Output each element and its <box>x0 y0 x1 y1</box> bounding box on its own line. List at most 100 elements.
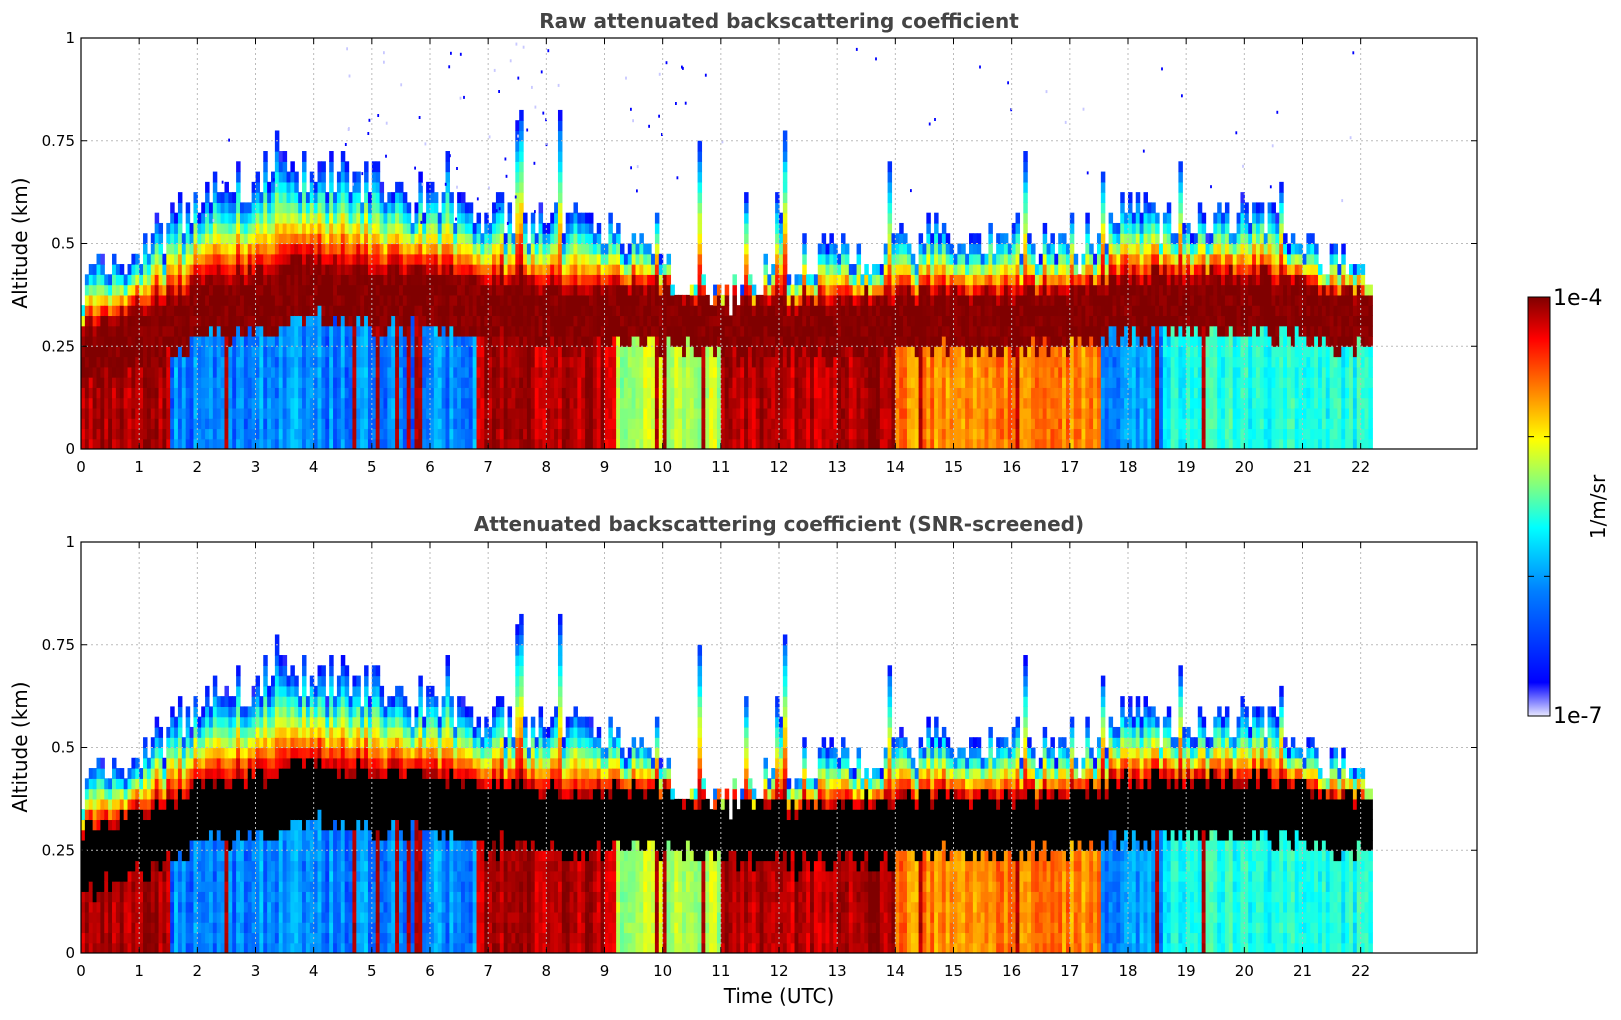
heatmap-cell <box>271 387 276 399</box>
heatmap-cell <box>767 418 772 430</box>
heatmap-cell <box>437 305 443 317</box>
heatmap-cell <box>402 377 408 388</box>
heatmap-cell <box>352 274 357 286</box>
heatmap-cell <box>651 253 656 265</box>
heatmap-cell <box>666 428 672 440</box>
heatmap-cell <box>825 284 831 296</box>
heatmap-cell <box>325 253 330 265</box>
heatmap-cell <box>255 233 260 245</box>
heatmap-cell <box>519 428 524 440</box>
heatmap-cell <box>367 253 373 265</box>
heatmap-cell <box>112 346 117 358</box>
heatmap-cell <box>220 356 226 368</box>
heatmap-cell <box>127 387 133 399</box>
heatmap-cell <box>197 335 202 347</box>
heatmap-cell <box>177 305 183 317</box>
heatmap-cell <box>786 428 792 440</box>
heatmap-cell <box>461 192 466 204</box>
heatmap-cell <box>445 222 450 234</box>
heatmap-cell <box>251 377 257 388</box>
heatmap-cell <box>185 315 191 327</box>
heatmap-cell <box>232 284 237 296</box>
heatmap-cell <box>697 181 703 193</box>
heatmap-cell <box>740 428 745 440</box>
heatmap-cell <box>247 387 253 399</box>
heatmap-cell <box>185 222 191 234</box>
heatmap-cell <box>937 438 943 449</box>
heatmap-cell <box>511 407 516 419</box>
heatmap-cell <box>868 284 873 296</box>
heatmap-cell <box>177 274 183 286</box>
heatmap-cell <box>224 233 229 245</box>
heatmap-cell <box>236 233 241 245</box>
heatmap-cell <box>848 428 854 440</box>
heatmap-cell <box>782 438 788 449</box>
heatmap-cell <box>499 274 505 286</box>
heatmap-cell <box>864 325 869 337</box>
heatmap-cell <box>387 387 392 399</box>
heatmap-cell <box>476 294 482 306</box>
heatmap-cell <box>530 233 536 245</box>
heatmap-cell <box>775 397 780 409</box>
heatmap-cell <box>457 212 462 224</box>
heatmap-cell <box>709 438 714 449</box>
heatmap-cell <box>879 274 885 286</box>
heatmap-cell <box>557 274 563 286</box>
heatmap-cell <box>480 335 485 347</box>
heatmap-cell <box>546 294 551 306</box>
heatmap-cell <box>821 315 827 327</box>
heatmap-cell <box>282 387 288 399</box>
heatmap-cell <box>689 305 695 317</box>
heatmap-cell <box>495 243 501 255</box>
heatmap-cell <box>782 202 788 214</box>
heatmap-cell <box>608 222 613 234</box>
heatmap-cell <box>670 438 675 449</box>
heatmap-cell <box>220 325 226 337</box>
heatmap-cell <box>507 397 513 409</box>
heatmap-cell <box>651 428 656 440</box>
heatmap-cell <box>585 438 590 449</box>
heatmap-cell <box>899 356 904 368</box>
heatmap-cell <box>759 294 765 306</box>
heatmap-cell <box>375 192 381 204</box>
heatmap-cell <box>495 335 501 347</box>
heatmap-cell <box>569 356 575 368</box>
heatmap-cell <box>302 366 307 378</box>
heatmap-cell <box>305 212 311 224</box>
heatmap-cell <box>290 438 295 449</box>
heatmap-cell <box>313 284 319 296</box>
heatmap-cell <box>682 418 687 430</box>
heatmap-cell <box>519 284 524 296</box>
heatmap-cell <box>495 325 501 337</box>
heatmap-cell <box>426 346 431 358</box>
heatmap-cell <box>767 294 772 306</box>
heatmap-cell <box>302 264 307 275</box>
heatmap-cell <box>336 438 342 449</box>
heatmap-cell <box>837 356 842 368</box>
heatmap-cell <box>600 294 606 306</box>
heatmap-cell <box>96 305 101 317</box>
heatmap-cell <box>154 335 160 347</box>
heatmap-cell <box>817 356 823 368</box>
heatmap-cell <box>472 335 478 347</box>
heatmap-cell <box>592 356 598 368</box>
heatmap-cell <box>802 377 807 388</box>
heatmap-cell <box>918 407 924 419</box>
heatmap-cell <box>321 397 326 409</box>
heatmap-cell <box>356 284 361 296</box>
heatmap-cell <box>92 315 98 327</box>
heatmap-cell <box>813 366 819 378</box>
heatmap-cell <box>325 418 330 430</box>
heatmap-cell <box>534 428 540 440</box>
heatmap-cell <box>507 335 513 347</box>
heatmap-cell <box>887 356 893 368</box>
heatmap-cell <box>802 305 807 317</box>
heatmap-cell <box>232 222 237 234</box>
heatmap-cell <box>309 387 315 399</box>
heatmap-cell <box>406 325 412 337</box>
heatmap-cell <box>511 305 516 317</box>
heatmap-cell <box>410 222 416 234</box>
heatmap-cell <box>197 253 202 265</box>
heatmap-cell <box>716 356 722 368</box>
heatmap-cell <box>534 387 540 399</box>
